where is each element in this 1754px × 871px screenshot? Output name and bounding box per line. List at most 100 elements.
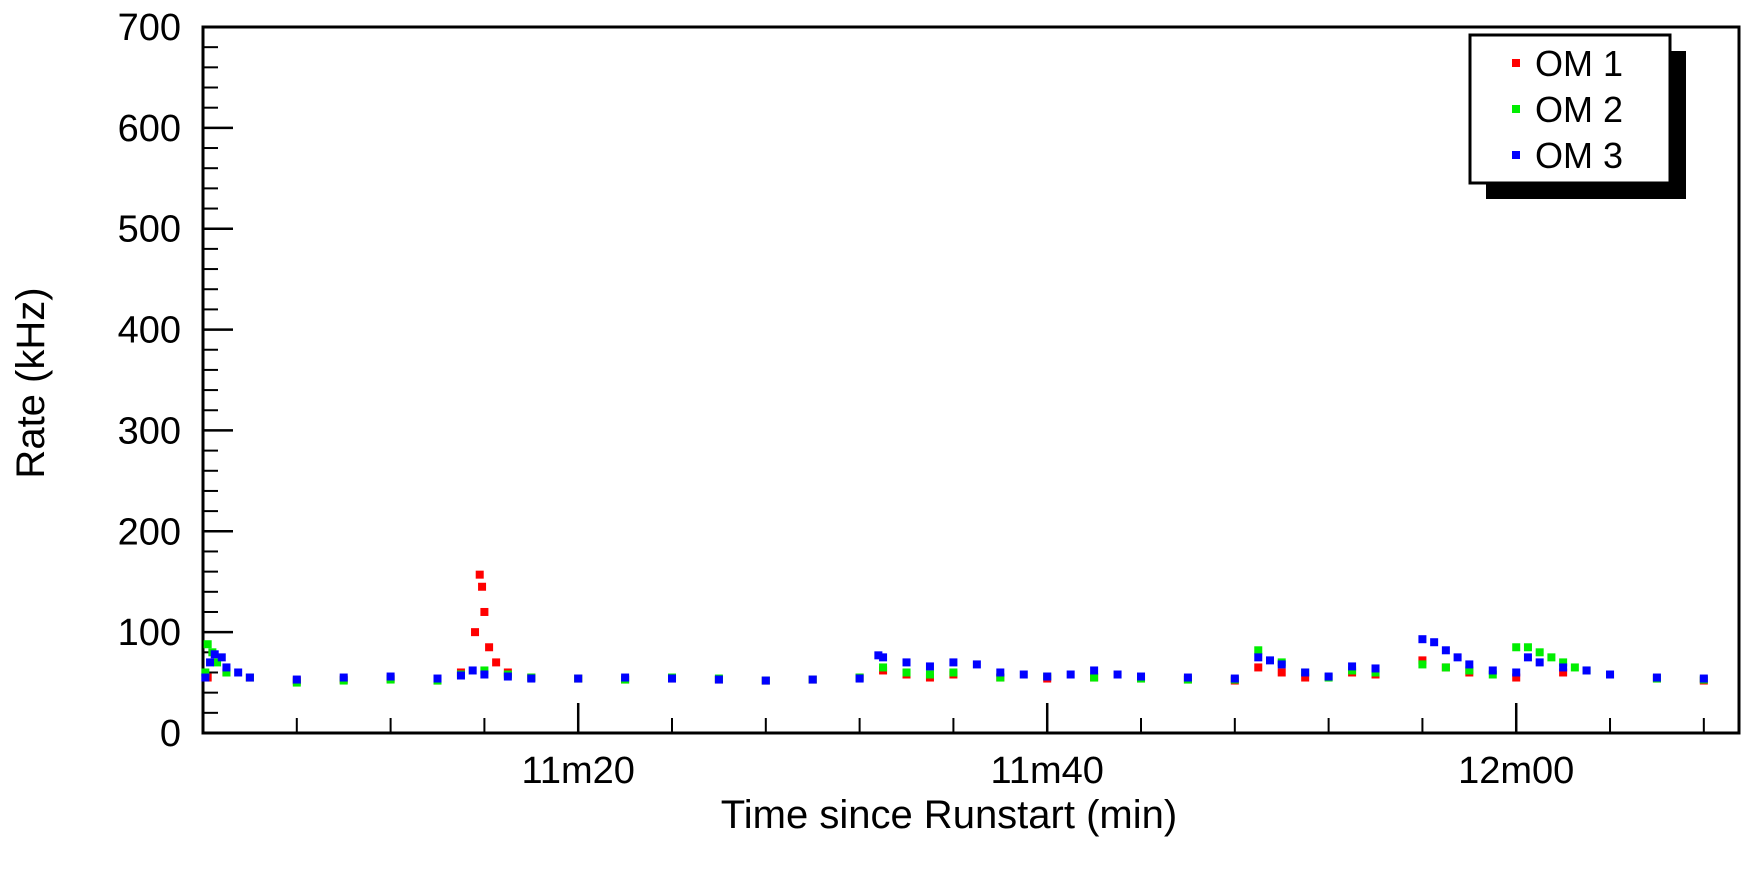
data-point bbox=[480, 670, 489, 679]
data-point bbox=[1348, 666, 1357, 675]
y-tick-label: 0 bbox=[160, 713, 181, 755]
data-point bbox=[245, 673, 254, 682]
x-tick-label: 11m40 bbox=[991, 750, 1104, 792]
data-point bbox=[1582, 666, 1591, 675]
data-point bbox=[203, 640, 212, 649]
plot-border bbox=[201, 25, 1741, 735]
data-point bbox=[1113, 670, 1122, 679]
data-point bbox=[1512, 673, 1521, 682]
data-point bbox=[668, 674, 677, 683]
legend-label: OM 1 bbox=[1535, 43, 1623, 84]
data-point bbox=[527, 674, 536, 683]
data-point bbox=[1488, 670, 1497, 679]
data-point bbox=[902, 658, 911, 667]
data-point bbox=[1277, 660, 1286, 669]
data-point bbox=[1230, 674, 1239, 683]
data-point bbox=[574, 674, 583, 683]
data-point bbox=[1430, 638, 1439, 647]
data-point bbox=[1465, 660, 1474, 669]
data-point bbox=[1348, 662, 1357, 671]
data-point bbox=[1441, 646, 1450, 655]
data-point bbox=[217, 653, 226, 662]
data-point bbox=[222, 663, 231, 672]
data-point bbox=[456, 671, 465, 680]
data-point bbox=[1254, 646, 1263, 655]
data-point bbox=[1488, 666, 1497, 675]
legend-marker bbox=[1512, 105, 1520, 113]
data-point bbox=[1512, 668, 1521, 677]
data-point bbox=[480, 666, 489, 675]
data-point bbox=[1066, 670, 1075, 679]
data-point bbox=[1547, 653, 1556, 662]
data-point bbox=[1453, 653, 1462, 662]
y-tick-label: 400 bbox=[118, 310, 181, 352]
data-point bbox=[949, 668, 958, 677]
y-axis: 0 100 200 300 400 500 600 700 bbox=[118, 7, 233, 755]
data-point bbox=[925, 670, 934, 679]
y-tick-label: 300 bbox=[118, 410, 181, 452]
data-point bbox=[1265, 656, 1274, 665]
data-point bbox=[1301, 673, 1310, 682]
data-point bbox=[874, 651, 883, 660]
data-point bbox=[1559, 668, 1568, 677]
data-point bbox=[1606, 670, 1615, 679]
data-point bbox=[234, 668, 243, 677]
data-point bbox=[925, 662, 934, 671]
data-point bbox=[1559, 658, 1568, 667]
data-point bbox=[1418, 635, 1427, 644]
data-point bbox=[996, 668, 1005, 677]
data-point bbox=[210, 650, 219, 659]
data-point bbox=[468, 666, 477, 675]
data-point bbox=[213, 658, 222, 667]
data-point bbox=[879, 663, 888, 672]
data-point bbox=[1523, 653, 1532, 662]
data-point bbox=[292, 675, 301, 684]
y-tick-label: 200 bbox=[118, 511, 181, 553]
legend-marker bbox=[1512, 151, 1520, 159]
y-tick-label: 600 bbox=[118, 108, 181, 150]
x-tick-label: 12m00 bbox=[1458, 750, 1574, 792]
data-point bbox=[222, 668, 231, 677]
data-point bbox=[471, 628, 480, 637]
series-3 bbox=[201, 635, 1708, 685]
legend: OM 1 OM 2 OM 3 bbox=[1468, 33, 1686, 199]
data-point bbox=[1465, 666, 1474, 675]
data-point bbox=[1324, 672, 1333, 681]
data-point bbox=[714, 675, 723, 684]
data-point bbox=[201, 668, 210, 677]
plot-frame bbox=[201, 25, 1741, 735]
legend-label: OM 3 bbox=[1535, 135, 1623, 176]
data-point bbox=[1535, 648, 1544, 657]
data-point bbox=[972, 660, 981, 669]
data-point bbox=[1137, 672, 1146, 681]
data-point bbox=[1441, 663, 1450, 672]
data-point bbox=[1043, 672, 1052, 681]
data-point bbox=[1699, 674, 1708, 683]
data-point bbox=[503, 672, 512, 681]
data-point bbox=[485, 643, 494, 652]
data-point bbox=[1559, 663, 1568, 672]
legend-label: OM 2 bbox=[1535, 89, 1623, 130]
data-point bbox=[996, 673, 1005, 682]
y-tick-label: 100 bbox=[118, 612, 181, 654]
data-point bbox=[855, 674, 864, 683]
data-point bbox=[1512, 643, 1521, 652]
legend-marker bbox=[1512, 59, 1520, 67]
legend-box bbox=[1468, 33, 1672, 185]
data-point bbox=[1535, 658, 1544, 667]
data-points bbox=[201, 570, 1708, 687]
data-point bbox=[201, 673, 210, 682]
x-tick-label: 11m20 bbox=[522, 750, 635, 792]
data-point bbox=[1371, 664, 1380, 673]
y-tick-label: 700 bbox=[118, 7, 181, 49]
data-point bbox=[433, 674, 442, 683]
data-point bbox=[492, 658, 501, 667]
data-point bbox=[1418, 656, 1427, 665]
data-point bbox=[949, 658, 958, 667]
data-point bbox=[206, 658, 215, 667]
data-point bbox=[478, 582, 487, 591]
data-point bbox=[808, 675, 817, 684]
x-axis: 11m2011m4012m0012m2012m4013m00 bbox=[202, 703, 1705, 792]
data-point bbox=[621, 673, 630, 682]
